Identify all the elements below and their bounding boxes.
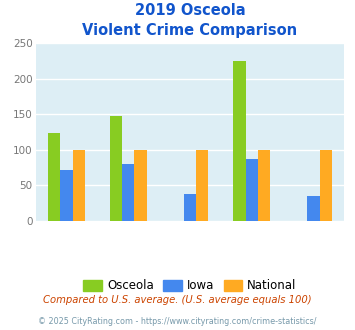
Bar bbox=[72, 150, 85, 221]
Bar bbox=[122, 164, 134, 221]
Bar bbox=[246, 159, 258, 221]
Text: Compared to U.S. average. (U.S. average equals 100): Compared to U.S. average. (U.S. average … bbox=[43, 295, 312, 305]
Bar bbox=[320, 150, 332, 221]
Bar bbox=[60, 170, 72, 221]
Bar bbox=[184, 194, 196, 221]
Legend: Osceola, Iowa, National: Osceola, Iowa, National bbox=[78, 275, 301, 297]
Bar bbox=[134, 150, 147, 221]
Bar bbox=[196, 150, 208, 221]
Title: 2019 Osceola
Violent Crime Comparison: 2019 Osceola Violent Crime Comparison bbox=[82, 3, 297, 38]
Bar bbox=[48, 133, 60, 221]
Bar bbox=[258, 150, 270, 221]
Bar bbox=[307, 196, 320, 221]
Bar bbox=[110, 115, 122, 221]
Bar bbox=[233, 61, 246, 221]
Text: © 2025 CityRating.com - https://www.cityrating.com/crime-statistics/: © 2025 CityRating.com - https://www.city… bbox=[38, 317, 317, 326]
